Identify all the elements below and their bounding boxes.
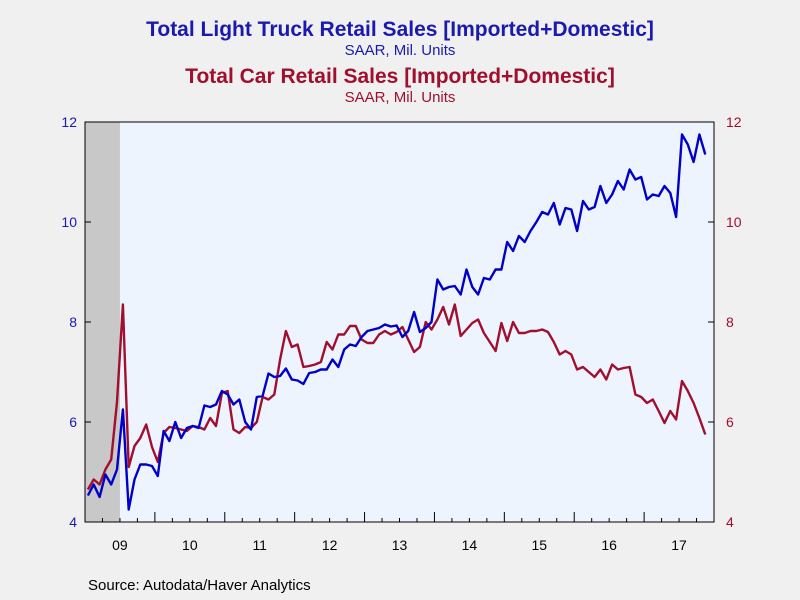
x-tick-label: 09 [112, 537, 128, 553]
x-tick-label: 10 [182, 537, 198, 553]
plot-area [85, 122, 714, 522]
x-tick-label: 11 [252, 537, 267, 553]
y-tick-label-left: 6 [69, 414, 77, 430]
x-tick-label: 12 [322, 537, 338, 553]
y-tick-label-right: 10 [726, 214, 742, 230]
chart-subtitle-truck: SAAR, Mil. Units [344, 42, 456, 59]
series-line-truck [86, 133, 707, 511]
x-tick-label: 15 [531, 537, 547, 553]
chart-title-truck: Total Light Truck Retail Sales [Imported… [146, 18, 654, 41]
y-tick-label-left: 4 [69, 514, 77, 530]
y-tick-label-right: 12 [726, 114, 742, 130]
x-tick-label: 14 [462, 537, 478, 553]
chart-subtitle-car: SAAR, Mil. Units [344, 89, 456, 106]
y-tick-label-right: 8 [726, 314, 734, 330]
y-tick-label-left: 8 [69, 314, 77, 330]
source-note: Source: Autodata/Haver Analytics [88, 577, 311, 594]
x-tick-label: 16 [601, 537, 617, 553]
x-tick-label: 13 [392, 537, 408, 553]
y-tick-label-left: 12 [61, 114, 77, 130]
chart-title-car: Total Car Retail Sales [Imported+Domesti… [185, 65, 615, 88]
y-tick-label-right: 6 [726, 414, 734, 430]
x-tick-label: 17 [671, 537, 687, 553]
y-tick-label-right: 4 [726, 514, 734, 530]
y-tick-label-left: 10 [61, 214, 77, 230]
plot-border [84, 121, 715, 523]
